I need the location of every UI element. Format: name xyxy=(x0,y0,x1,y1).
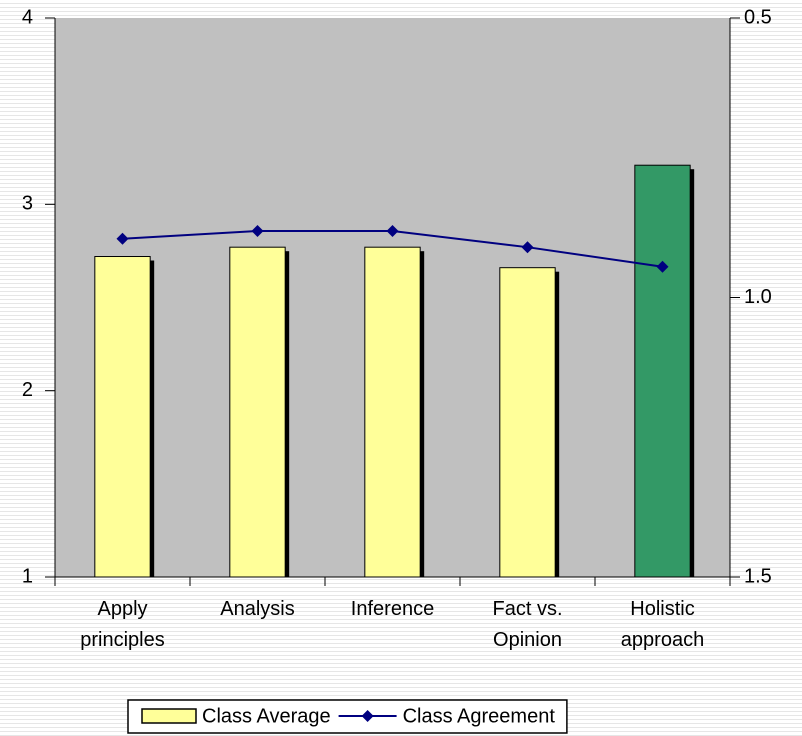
bar xyxy=(229,246,286,578)
marker xyxy=(656,260,669,273)
x-tick-label: Analysis xyxy=(220,598,295,620)
x-tick-label: Holistic approach xyxy=(620,598,705,651)
bar xyxy=(94,256,151,578)
legend-swatch xyxy=(141,708,197,724)
x-tick-label: Inference xyxy=(350,598,435,620)
marker xyxy=(251,224,264,237)
legend-marker xyxy=(361,710,374,722)
y-tick-label: 1 xyxy=(22,565,33,587)
legend-label: Class Average xyxy=(202,705,331,727)
y2-tick-label: 1.5 xyxy=(744,565,772,587)
y-tick-label: 3 xyxy=(22,193,33,215)
y2-tick-label: 0.5 xyxy=(744,6,772,28)
bar xyxy=(364,246,421,578)
legend-label: Class Agreement xyxy=(403,705,556,727)
y-tick-label: 2 xyxy=(22,379,33,401)
y-tick-label: 4 xyxy=(22,6,33,28)
y2-tick-label: 1.0 xyxy=(744,286,772,308)
bar xyxy=(499,267,556,578)
x-tick-label: Fact vs. Opinion xyxy=(492,598,563,651)
legend: Class Average Class Agreement xyxy=(127,699,568,734)
marker xyxy=(116,232,129,245)
marker xyxy=(386,224,399,237)
marker xyxy=(521,241,534,254)
x-tick-label: Apply principles xyxy=(80,598,165,651)
bar xyxy=(634,164,691,578)
